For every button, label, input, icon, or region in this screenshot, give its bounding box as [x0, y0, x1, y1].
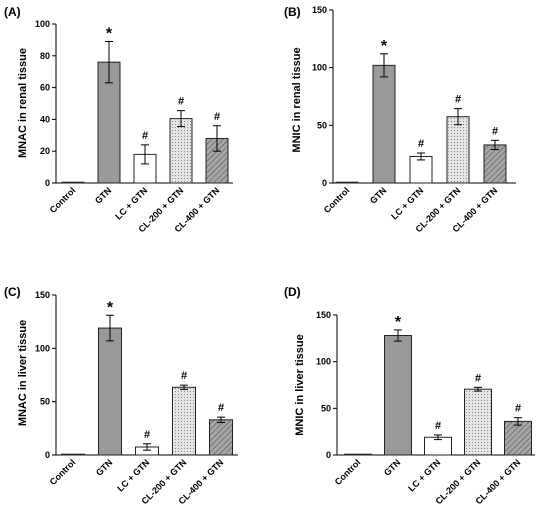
bar-control: [344, 453, 372, 456]
category-label: GTN: [382, 457, 403, 478]
category-label: GTN: [368, 185, 389, 206]
panel-label: (A): [4, 5, 21, 19]
significance-hash: #: [515, 403, 521, 415]
y-tick-label: 20: [40, 146, 50, 156]
bar-cl200-gtn: [446, 116, 470, 184]
chart-panel-c: (C) MNAC in liver tissue 0 50 100 150 Contro…: [4, 285, 238, 506]
y-tick-label: 100: [312, 63, 327, 73]
y-axis-label: MNIC in renal tissue: [291, 47, 303, 152]
bar-cl400-gtn: [483, 144, 507, 184]
category-label: Control: [322, 185, 352, 215]
y-axis-label: MNAC in liver tissue: [17, 320, 29, 426]
bar-cl400-gtn: [209, 419, 233, 456]
y-tick-label: 80: [40, 51, 50, 61]
y-tick-label: 50: [321, 403, 331, 413]
y-tick-label: 100: [35, 19, 50, 29]
bar-lc-gtn: [409, 155, 433, 184]
category-label: LC + GTN: [115, 457, 151, 493]
bar-control: [335, 181, 359, 184]
bar-cl200-gtn: [169, 118, 193, 184]
significance-hash: #: [455, 94, 461, 106]
y-tick-label: 0: [326, 450, 331, 460]
significance-hash: #: [418, 138, 424, 150]
panel-label: (B): [284, 5, 301, 19]
y-axis-label: MNIC in liver tissue: [294, 334, 306, 435]
significance-star: *: [107, 299, 114, 316]
category-label: LC + GTN: [406, 457, 442, 493]
bar-gtn: [372, 64, 396, 184]
bar-cl200-gtn: [464, 388, 492, 456]
category-label: Control: [48, 185, 78, 215]
significance-hash: #: [218, 402, 224, 414]
y-tick-label: 60: [40, 83, 50, 93]
y-tick-label: 100: [35, 343, 50, 353]
significance-hash: #: [492, 125, 498, 137]
y-tick-label: 100: [316, 357, 331, 367]
category-label: GTN: [93, 185, 114, 206]
category-label: Control: [333, 457, 363, 487]
chart-panel-b: (B) MNIC in renal tissue 0 50 100 150 Contro…: [284, 5, 516, 234]
chart-panel-a: (A) MNAC in renal tissue 0 20 40 60 80 100 Con…: [4, 5, 233, 234]
significance-hash: #: [214, 111, 220, 123]
significance-hash: #: [142, 130, 148, 142]
bar-control: [61, 453, 85, 456]
bar-cl400-gtn: [504, 420, 532, 456]
y-tick-label: 50: [40, 397, 50, 407]
y-tick-label: 50: [317, 120, 327, 130]
significance-star: *: [381, 38, 388, 55]
category-label: Control: [48, 457, 78, 487]
significance-hash: #: [144, 429, 150, 441]
significance-star: *: [395, 314, 402, 331]
significance-hash: #: [181, 370, 187, 382]
panel-label: (D): [284, 285, 301, 299]
significance-hash: #: [475, 372, 481, 384]
y-tick-label: 150: [35, 290, 50, 300]
bar-gtn: [98, 327, 122, 456]
y-tick-label: 150: [316, 310, 331, 320]
bar-gtn: [384, 335, 412, 456]
category-label: LC + GTN: [113, 185, 149, 221]
y-tick-label: 150: [312, 5, 327, 15]
y-axis-label: MNAC in renal tissue: [17, 48, 29, 158]
y-tick-label: 0: [45, 450, 50, 460]
bar-control: [61, 181, 85, 184]
significance-hash: #: [435, 420, 441, 432]
y-tick-label: 40: [40, 114, 50, 124]
bar-cl200-gtn: [172, 386, 196, 456]
y-tick-label: 0: [322, 178, 327, 188]
panel-label: (C): [4, 285, 21, 299]
significance-star: *: [106, 25, 113, 42]
y-tick-label: 0: [45, 178, 50, 188]
chart-panel-d: (D) MNIC in liver tissue 0 50 100 150 Contro…: [284, 285, 535, 506]
significance-hash: #: [178, 96, 184, 108]
category-label: GTN: [94, 457, 115, 478]
category-label: LC + GTN: [389, 185, 425, 221]
